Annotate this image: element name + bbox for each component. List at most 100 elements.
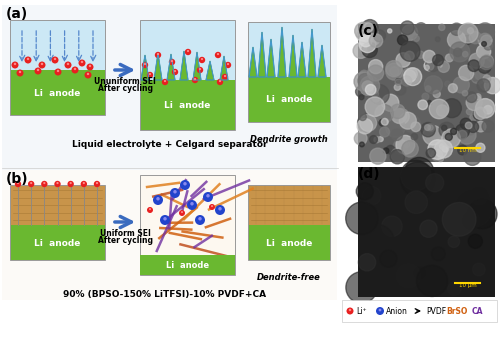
Circle shape: [396, 79, 400, 83]
Circle shape: [391, 129, 402, 140]
Circle shape: [57, 70, 59, 72]
Circle shape: [414, 36, 420, 41]
Circle shape: [400, 21, 414, 35]
Circle shape: [199, 68, 201, 70]
Circle shape: [54, 58, 56, 60]
Bar: [248, 22, 330, 122]
Circle shape: [222, 74, 228, 80]
Circle shape: [458, 126, 476, 144]
Polygon shape: [249, 47, 257, 77]
Circle shape: [364, 23, 373, 32]
Circle shape: [414, 267, 426, 278]
Circle shape: [411, 134, 418, 140]
Circle shape: [448, 236, 460, 248]
Circle shape: [14, 63, 16, 65]
Circle shape: [421, 122, 436, 137]
Circle shape: [468, 121, 478, 133]
Circle shape: [476, 121, 486, 132]
Circle shape: [194, 78, 196, 80]
Circle shape: [52, 56, 59, 64]
Circle shape: [360, 142, 364, 147]
Circle shape: [174, 190, 177, 193]
Text: Ununiform SEI: Ununiform SEI: [94, 77, 156, 86]
Circle shape: [370, 85, 389, 104]
Circle shape: [436, 272, 456, 291]
Circle shape: [444, 81, 450, 87]
Circle shape: [172, 69, 178, 75]
Bar: [140, 80, 235, 130]
Circle shape: [192, 77, 198, 83]
Circle shape: [430, 99, 449, 119]
Circle shape: [28, 181, 34, 187]
Circle shape: [450, 23, 462, 35]
Polygon shape: [220, 58, 228, 80]
Circle shape: [406, 70, 420, 85]
Circle shape: [394, 84, 400, 90]
Circle shape: [426, 123, 435, 132]
Text: Dendrite-free: Dendrite-free: [257, 273, 321, 282]
Polygon shape: [258, 32, 266, 77]
Circle shape: [458, 23, 478, 43]
Circle shape: [54, 68, 62, 75]
Polygon shape: [180, 53, 188, 80]
Circle shape: [180, 180, 190, 190]
Circle shape: [463, 35, 472, 45]
Circle shape: [354, 72, 373, 91]
Circle shape: [225, 62, 231, 68]
Circle shape: [163, 217, 167, 221]
Circle shape: [431, 150, 442, 161]
Circle shape: [475, 70, 484, 80]
Circle shape: [464, 148, 481, 165]
Circle shape: [356, 86, 366, 97]
Circle shape: [438, 63, 442, 67]
Circle shape: [436, 37, 440, 41]
Circle shape: [417, 51, 424, 58]
Circle shape: [484, 78, 500, 94]
Text: Uniform SEI: Uniform SEI: [100, 229, 150, 238]
Bar: [10, 225, 105, 260]
Text: PVDF: PVDF: [426, 306, 446, 316]
Circle shape: [424, 65, 430, 70]
Circle shape: [448, 31, 466, 49]
Circle shape: [199, 57, 205, 63]
Circle shape: [438, 24, 445, 31]
Circle shape: [436, 105, 448, 116]
Circle shape: [423, 50, 436, 63]
Circle shape: [438, 156, 444, 162]
Polygon shape: [193, 55, 201, 80]
Polygon shape: [278, 27, 286, 77]
Circle shape: [456, 191, 492, 227]
Circle shape: [80, 181, 87, 187]
Bar: [10, 70, 105, 115]
Circle shape: [422, 93, 429, 100]
Text: Li  anode: Li anode: [34, 238, 80, 248]
Circle shape: [437, 137, 446, 146]
Circle shape: [374, 91, 378, 96]
Circle shape: [72, 67, 78, 73]
Circle shape: [428, 140, 448, 159]
Circle shape: [469, 53, 484, 68]
Circle shape: [74, 68, 76, 70]
Circle shape: [406, 68, 417, 80]
Circle shape: [484, 105, 492, 114]
Bar: [248, 185, 330, 260]
Circle shape: [174, 70, 176, 72]
Circle shape: [392, 108, 406, 123]
Circle shape: [89, 65, 91, 67]
Circle shape: [411, 122, 420, 132]
Circle shape: [209, 204, 215, 210]
Bar: [10, 185, 105, 260]
Circle shape: [393, 139, 408, 154]
Circle shape: [183, 182, 187, 186]
Circle shape: [383, 148, 389, 154]
Circle shape: [378, 137, 383, 141]
Circle shape: [386, 63, 403, 80]
Circle shape: [405, 51, 414, 61]
Circle shape: [160, 215, 170, 225]
Circle shape: [142, 62, 148, 68]
Circle shape: [68, 181, 74, 187]
Circle shape: [358, 114, 376, 132]
Circle shape: [17, 182, 19, 184]
Bar: [2, 5, 337, 170]
Bar: [248, 77, 330, 122]
